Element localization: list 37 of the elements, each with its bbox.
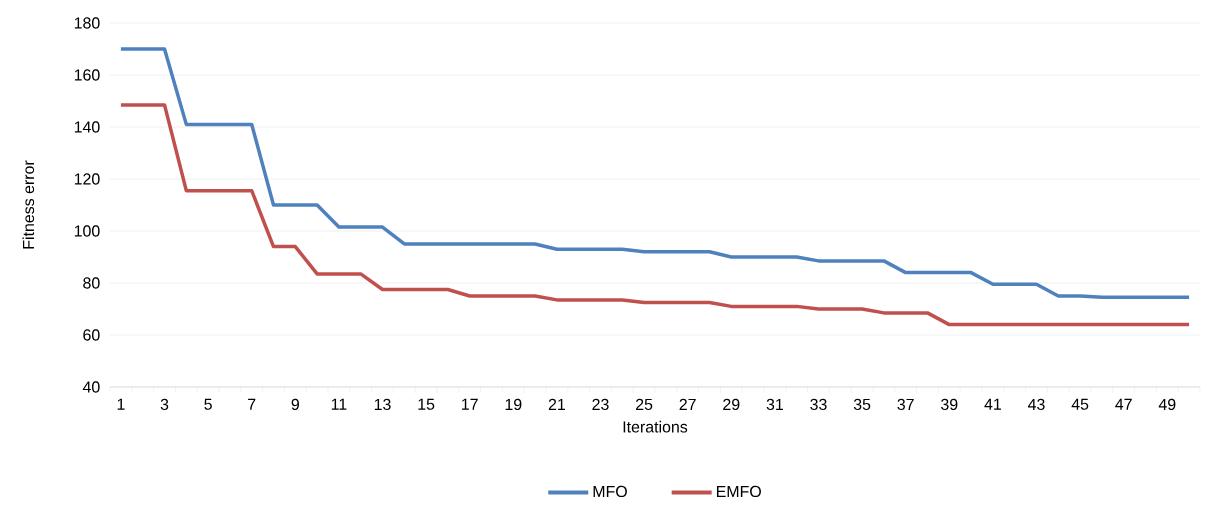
x-tick-label: 7 [248, 398, 256, 410]
x-tick-label: 11 [331, 398, 347, 410]
y-tick-label: 80 [83, 277, 100, 289]
y-axis-title: Fitness error [22, 160, 35, 249]
x-tick-label: 33 [810, 398, 827, 411]
x-tick-label: 21 [548, 398, 565, 410]
y-tick-label: 100 [74, 225, 100, 237]
x-tick-label: 19 [505, 398, 522, 411]
x-tick-label: 27 [679, 398, 696, 410]
x-tick-label: 23 [592, 398, 609, 411]
x-tick-label: 37 [897, 398, 914, 411]
x-tick-label: 25 [636, 398, 653, 411]
x-tick-label: 17 [462, 398, 478, 410]
x-tick-label: 39 [941, 398, 958, 411]
x-tick-label: 13 [374, 398, 391, 411]
legend-label: MFO [593, 485, 627, 498]
y-tick-label: 60 [83, 329, 100, 341]
x-tick-label: 15 [418, 398, 435, 410]
y-tick-label: 180 [74, 17, 100, 29]
y-tick-label: 120 [74, 173, 100, 185]
x-tick-label: 35 [853, 398, 871, 411]
y-tick-label: 40 [82, 381, 100, 393]
x-tick-label: 47 [1115, 398, 1132, 410]
x-tick-label: 31 [766, 398, 783, 411]
x-tick-label: 1 [117, 398, 125, 410]
x-tick-label: 43 [1027, 398, 1045, 411]
x-axis-title: Iterations [623, 420, 688, 433]
x-tick-label: 49 [1158, 398, 1176, 411]
x-tick-label: 29 [723, 398, 740, 411]
x-tick-label: 45 [1071, 398, 1089, 410]
x-tick-label: 5 [204, 398, 212, 410]
y-tick-label: 140 [74, 121, 100, 133]
y-tick-label: 160 [74, 69, 100, 81]
x-tick-label: 3 [160, 398, 169, 411]
x-tick-label: 41 [984, 398, 1001, 410]
x-tick-label: 9 [291, 398, 299, 411]
legend-label: EMFO [716, 485, 761, 498]
